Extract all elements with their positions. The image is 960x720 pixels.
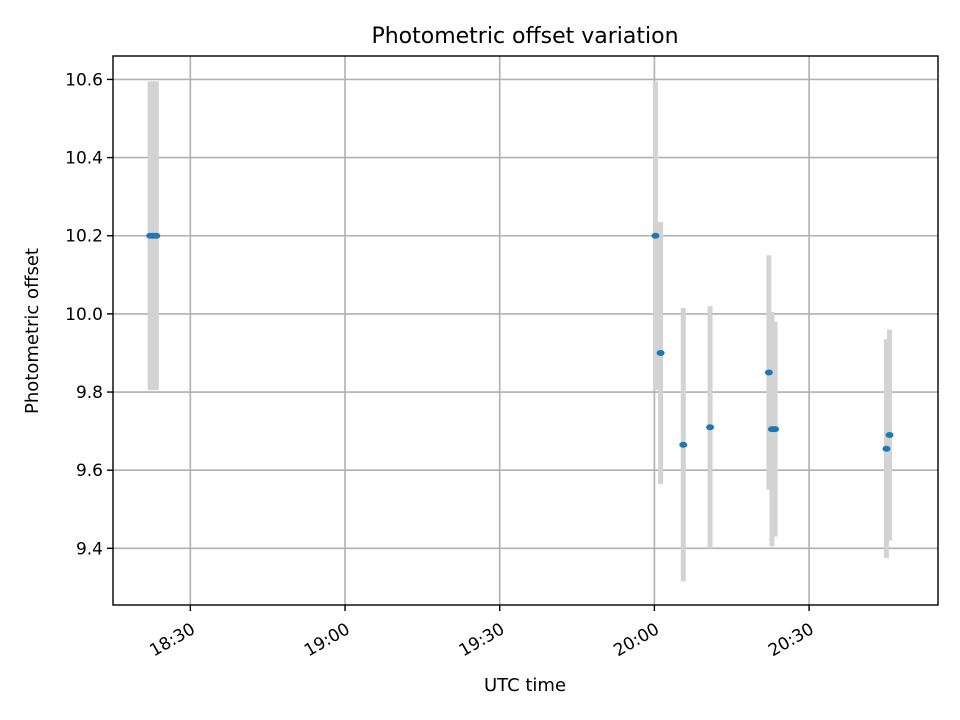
x-tick-label: 20:30 bbox=[765, 619, 817, 661]
tick-layer: 18:30 19:00 19:30 20:00 20:30 9.4 9.6 9.8 10.0 10… bbox=[65, 70, 817, 661]
chart-title: Photometric offset variation bbox=[371, 24, 678, 49]
data-layer bbox=[146, 81, 894, 582]
y-tick-label: 9.4 bbox=[76, 539, 103, 559]
data-point bbox=[651, 232, 660, 239]
data-point bbox=[656, 349, 665, 356]
y-tick-label: 10.6 bbox=[65, 70, 103, 90]
x-tick-label: 18:30 bbox=[146, 619, 198, 661]
y-tick-label: 10.2 bbox=[65, 227, 103, 247]
x-tick-label: 19:00 bbox=[301, 619, 353, 661]
data-point bbox=[885, 432, 894, 439]
y-tick-label: 10.0 bbox=[65, 305, 103, 325]
data-point bbox=[882, 445, 891, 452]
y-tick-label: 9.8 bbox=[76, 383, 103, 403]
y-tick-label: 10.4 bbox=[65, 149, 103, 169]
y-axis-label: Photometric offset bbox=[22, 248, 43, 414]
x-tick-label: 20:00 bbox=[610, 619, 662, 661]
grid-layer bbox=[113, 56, 938, 605]
x-axis-label: UTC time bbox=[484, 675, 566, 696]
y-tick-label: 9.6 bbox=[76, 461, 103, 481]
data-point bbox=[679, 441, 688, 448]
x-tick-label: 19:30 bbox=[456, 619, 508, 661]
data-point bbox=[764, 369, 773, 376]
data-point bbox=[706, 424, 715, 431]
data-point bbox=[771, 426, 780, 433]
plot-frame bbox=[112, 55, 939, 606]
data-point bbox=[152, 232, 161, 239]
